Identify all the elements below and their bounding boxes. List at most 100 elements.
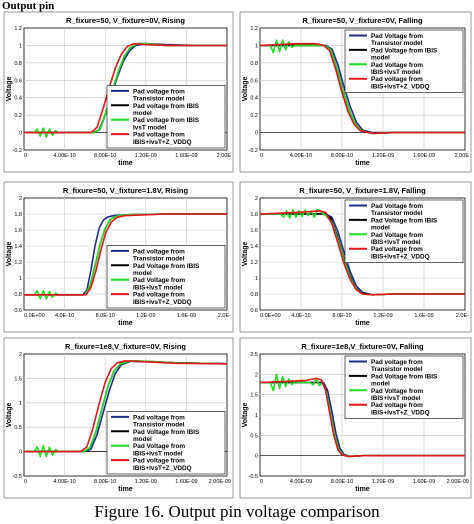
legend-label: IBIS+IvsT model [133, 450, 183, 457]
y-tick-label: 0.6 [14, 78, 22, 84]
chart-panel-2: R_fixure=50, V_fixture=0V, Falling-0.200… [239, 11, 472, 173]
series-line-4 [24, 42, 227, 134]
legend-label: IBIS+IvsT model [371, 69, 421, 76]
series-line-4 [24, 359, 228, 453]
legend-label: Pad Voltage from IBIS [133, 429, 200, 436]
chart-panel-1: R_fixure=50, V_fixture=0V, Rising-0.200.… [3, 11, 234, 173]
x-tick-label: 0.0E+00 [24, 313, 45, 319]
legend-label: Pad Voltage from [371, 203, 423, 210]
legend-label: Transistor model [133, 256, 185, 263]
legend-label: Transistor model [133, 96, 185, 103]
y-tick-label: 1.2 [250, 26, 258, 32]
legend-label: Pad Voltage from [371, 388, 423, 395]
legend-label: Pad voltage from [133, 248, 185, 255]
legend-label: model [133, 436, 152, 443]
x-axis-label: time [118, 320, 133, 327]
x-tick-label: 1.60E-09 [175, 479, 197, 485]
figure-caption: Figure 16. Output pin voltage comparison [94, 502, 380, 521]
legend-label: Pad Voltage from IBIS [371, 217, 438, 224]
series-line-3 [260, 39, 465, 135]
x-tick-label: 2.00E [217, 153, 232, 159]
y-tick-label: 2 [19, 352, 22, 358]
series-line-3 [24, 359, 228, 458]
chart-grid: R_fixure=50, V_fixture=0V, Rising-0.200.… [3, 11, 472, 499]
x-tick-label: 4.00E-10 [53, 479, 75, 485]
chart-panel-6: R_fixure=1e8,V_fixture=0V, Falling-0.500… [239, 337, 472, 499]
x-tick-label: 2.00E-09 [447, 479, 469, 485]
legend-label: Transistor model [371, 40, 423, 47]
y-axis-label: Voltage [6, 403, 13, 428]
x-tick-label: 1.2E-09 [136, 313, 155, 319]
legend-label: IBIS+IvsT model [371, 395, 421, 402]
y-tick-label: 2 [19, 196, 22, 202]
x-tick-label: 1.20E-09 [135, 153, 157, 159]
y-tick-label: 0.5 [250, 433, 258, 439]
x-tick-label: 0 [260, 153, 263, 159]
y-tick-label: 1.6 [14, 228, 22, 234]
legend-box [344, 199, 464, 263]
legend-label: IBIS+IvsT+Z_VDDQ [371, 253, 430, 260]
x-tick-label: 4.00E-10 [290, 153, 312, 159]
series-line-4 [259, 42, 465, 135]
legend-label: Pad voltage from [371, 76, 423, 83]
series-line-4 [24, 213, 227, 296]
x-tick-label: 1.20E-09 [135, 479, 157, 485]
x-tick-label: 8.0E-10 [96, 313, 115, 319]
x-tick-label: 8.00E-10 [331, 153, 353, 159]
x-tick-label: 8.00E-10 [94, 479, 116, 485]
legend-label: IBIS+IvsT model [133, 284, 183, 291]
y-tick-label: 1.5 [250, 393, 258, 399]
x-tick-label: 0.0E+00 [260, 313, 281, 319]
x-axis-label: time [118, 160, 133, 167]
y-tick-label: 1.2 [14, 26, 22, 32]
x-axis-label: time [118, 486, 133, 493]
legend-label: Pad Voltage from IBIS [371, 373, 438, 380]
series-line-3 [24, 42, 227, 138]
series-line-4 [259, 377, 465, 458]
legend-label: Pad Voltage from IBIS [133, 263, 200, 270]
y-tick-label: 0 [19, 450, 22, 456]
legend-label: Pad Voltage from [133, 277, 185, 284]
y-tick-label: 0 [255, 131, 258, 137]
y-tick-label: -0.5 [13, 474, 22, 480]
legend-label: Pad Voltage from IBIS [371, 47, 438, 54]
y-tick-label: 0.8 [14, 292, 22, 298]
y-axis-label: Voltage [242, 77, 249, 102]
y-tick-label: 0.2 [14, 113, 22, 119]
chart-title: R_fixure=1e8,V_fixture=0V, Falling [301, 342, 424, 351]
legend-label: IBIS+IvsT model [371, 239, 421, 246]
x-tick-label: 1.6E-09 [414, 313, 433, 319]
legend-label: model [371, 225, 390, 232]
legend-box [106, 245, 226, 309]
legend-label: Pad voltage from [371, 402, 423, 409]
y-tick-label: -0.2 [249, 148, 258, 154]
x-tick-label: 2.0E- [456, 313, 469, 319]
section-heading: Output pin [2, 0, 55, 12]
x-tick-label: 0 [24, 479, 27, 485]
x-tick-label: 4.0E-10 [291, 313, 310, 319]
chart-panel-5: R_fixure=1e8,V_fixture=0V, Rising-0.500.… [3, 337, 234, 499]
legend-label: model [371, 55, 390, 62]
y-tick-label: 0.4 [250, 96, 258, 102]
y-tick-label: 2 [255, 372, 258, 378]
legend-label: Pad Voltage from [371, 232, 423, 239]
x-tick-label: 1.60E-09 [175, 153, 197, 159]
x-axis-label: time [355, 486, 370, 493]
legend-label: model [133, 110, 152, 117]
x-tick-label: 1.20E-09 [372, 479, 394, 485]
y-tick-label: 0 [255, 454, 258, 460]
x-tick-label: 2.00E [455, 153, 470, 159]
legend-label: Pad voltage from [371, 246, 423, 253]
legend-box [106, 411, 226, 475]
x-tick-label: 1.60E-09 [413, 153, 435, 159]
legend-label: model [371, 381, 390, 388]
y-tick-label: 0.2 [250, 113, 258, 119]
x-tick-label: 0 [260, 479, 263, 485]
x-tick-label: 1.6E-09 [177, 313, 196, 319]
y-tick-label: 1 [19, 276, 22, 282]
x-axis-label: time [355, 160, 370, 167]
y-tick-label: 0.8 [250, 292, 258, 298]
